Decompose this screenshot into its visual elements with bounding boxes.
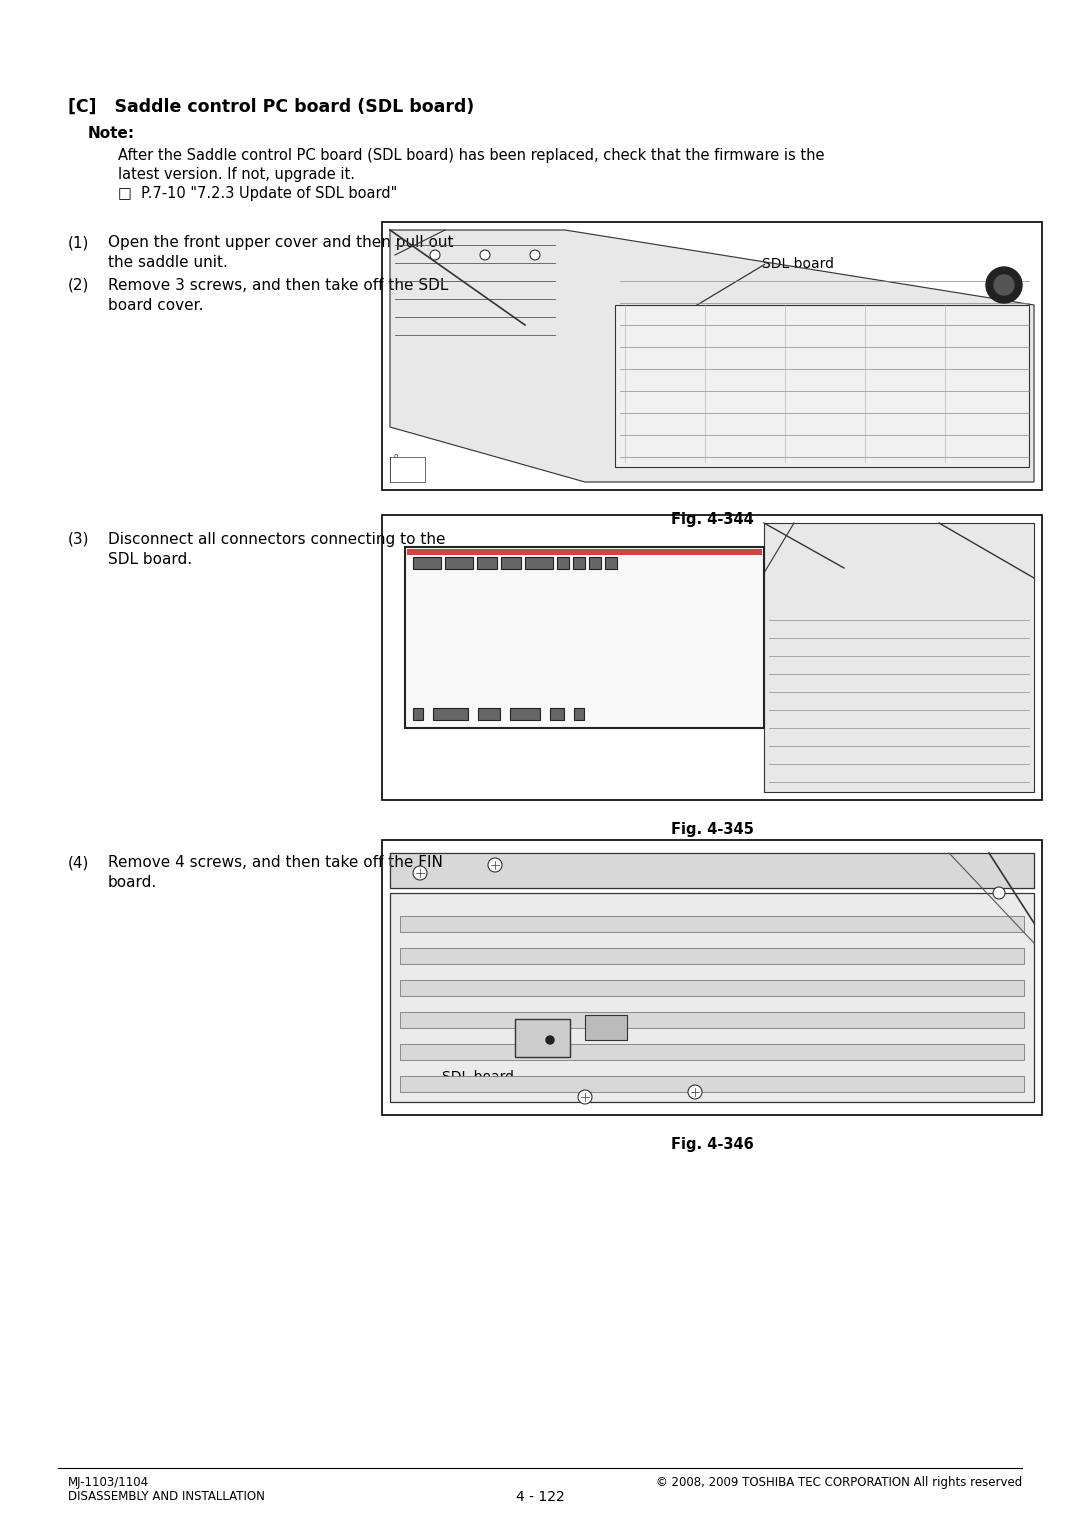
Text: latest version. If not, upgrade it.: latest version. If not, upgrade it. <box>118 166 355 182</box>
Text: 0: 0 <box>393 454 397 460</box>
Text: □  P.7-10 "7.2.3 Update of SDL board": □ P.7-10 "7.2.3 Update of SDL board" <box>118 186 397 202</box>
Text: Remove 4 screws, and then take off the FIN: Remove 4 screws, and then take off the F… <box>108 855 443 870</box>
Bar <box>525 557 553 570</box>
Text: Open the front upper cover and then pull out: Open the front upper cover and then pull… <box>108 235 454 250</box>
Text: © 2008, 2009 TOSHIBA TEC CORPORATION All rights reserved: © 2008, 2009 TOSHIBA TEC CORPORATION All… <box>656 1477 1022 1489</box>
Bar <box>400 980 1024 996</box>
Bar <box>573 709 584 721</box>
Bar <box>764 524 1034 793</box>
Bar <box>445 557 473 570</box>
Text: SDL board: SDL board <box>442 1070 514 1084</box>
Bar <box>382 221 1042 490</box>
Text: 4 - 122: 4 - 122 <box>515 1490 565 1504</box>
Text: Fig. 4-344: Fig. 4-344 <box>671 512 754 527</box>
Bar <box>413 709 423 721</box>
Polygon shape <box>390 854 1034 889</box>
Polygon shape <box>390 231 1034 483</box>
Bar <box>615 305 1029 467</box>
Bar <box>585 1015 627 1040</box>
Circle shape <box>546 1035 554 1044</box>
Bar <box>400 1012 1024 1028</box>
Text: MJ-1103/1104: MJ-1103/1104 <box>68 1477 149 1489</box>
Bar <box>573 557 585 570</box>
Bar <box>407 550 762 554</box>
Bar <box>405 547 764 728</box>
Bar <box>413 557 441 570</box>
Bar <box>382 840 1042 1115</box>
Text: SDL board.: SDL board. <box>108 551 192 567</box>
Bar <box>433 709 468 721</box>
Circle shape <box>413 866 427 880</box>
Bar <box>550 709 564 721</box>
Text: (4): (4) <box>68 855 90 870</box>
Text: DISASSEMBLY AND INSTALLATION: DISASSEMBLY AND INSTALLATION <box>68 1490 265 1503</box>
Circle shape <box>993 887 1005 899</box>
Text: (3): (3) <box>68 531 90 547</box>
Text: Fig. 4-345: Fig. 4-345 <box>671 822 754 837</box>
Circle shape <box>688 1086 702 1099</box>
Text: board.: board. <box>108 875 158 890</box>
Text: SDL board: SDL board <box>762 257 834 270</box>
Bar <box>589 557 600 570</box>
Circle shape <box>578 1090 592 1104</box>
Bar <box>390 457 426 483</box>
Bar <box>557 557 569 570</box>
Text: the saddle unit.: the saddle unit. <box>108 255 228 270</box>
Circle shape <box>986 267 1022 302</box>
Bar <box>510 709 540 721</box>
Bar <box>515 1019 570 1057</box>
Text: (2): (2) <box>68 278 90 293</box>
Text: (1): (1) <box>68 235 90 250</box>
Bar <box>501 557 521 570</box>
Text: Note:: Note: <box>87 127 135 140</box>
Text: SDL board: SDL board <box>457 580 529 594</box>
Circle shape <box>530 250 540 260</box>
Circle shape <box>480 250 490 260</box>
Text: Remove 3 screws, and then take off the SDL: Remove 3 screws, and then take off the S… <box>108 278 448 293</box>
Bar <box>400 948 1024 964</box>
Bar <box>400 1044 1024 1060</box>
Text: [C]   Saddle control PC board (SDL board): [C] Saddle control PC board (SDL board) <box>68 98 474 116</box>
Bar <box>478 709 500 721</box>
Text: Fig. 4-346: Fig. 4-346 <box>671 1138 754 1151</box>
Bar <box>382 515 1042 800</box>
Bar <box>477 557 497 570</box>
Text: After the Saddle control PC board (SDL board) has been replaced, check that the : After the Saddle control PC board (SDL b… <box>118 148 824 163</box>
Circle shape <box>488 858 502 872</box>
Text: board cover.: board cover. <box>108 298 203 313</box>
Circle shape <box>994 275 1014 295</box>
Bar <box>390 893 1034 1102</box>
Bar <box>400 916 1024 931</box>
Bar <box>605 557 617 570</box>
Bar <box>400 1077 1024 1092</box>
Circle shape <box>430 250 440 260</box>
Text: Disconnect all connectors connecting to the: Disconnect all connectors connecting to … <box>108 531 446 547</box>
